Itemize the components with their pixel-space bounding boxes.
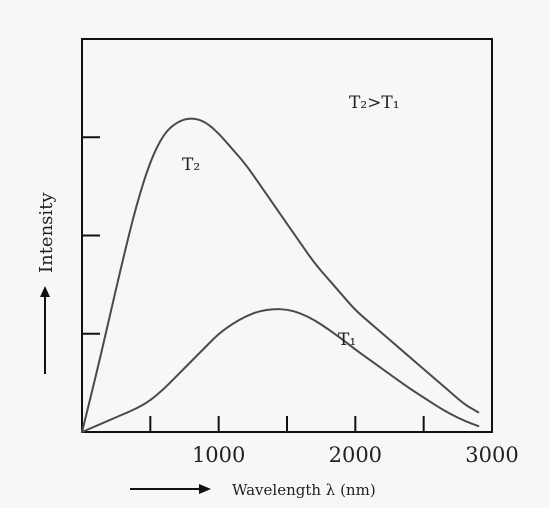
- series-label-t2: T₂: [182, 155, 200, 175]
- x-axis-arrow-head: [199, 484, 211, 494]
- x-axis-label-group: Wavelength λ (nm): [130, 481, 376, 499]
- x-ticks: [149, 416, 425, 432]
- temperature-relation-annotation: T₂>T₁: [349, 93, 400, 113]
- x-tick-label-3000: 3000: [465, 443, 518, 467]
- series-lines: [81, 117, 480, 433]
- y-ticks: [82, 38, 100, 335]
- series-line-t1: [81, 308, 480, 433]
- y-axis-label-group: Intensity: [36, 192, 57, 374]
- x-tick-label-1000: 1000: [192, 443, 245, 467]
- plot-frame: [81, 38, 493, 433]
- y-axis-arrow-head: [40, 286, 50, 297]
- x-tick-labels: 1000 2000 3000: [192, 443, 519, 467]
- series-line-t2: [81, 117, 480, 433]
- x-axis-label: Wavelength λ (nm): [232, 481, 376, 499]
- y-axis-label: Intensity: [36, 192, 57, 273]
- x-tick-label-2000: 2000: [329, 443, 382, 467]
- series-label-t1: T₁: [338, 330, 356, 350]
